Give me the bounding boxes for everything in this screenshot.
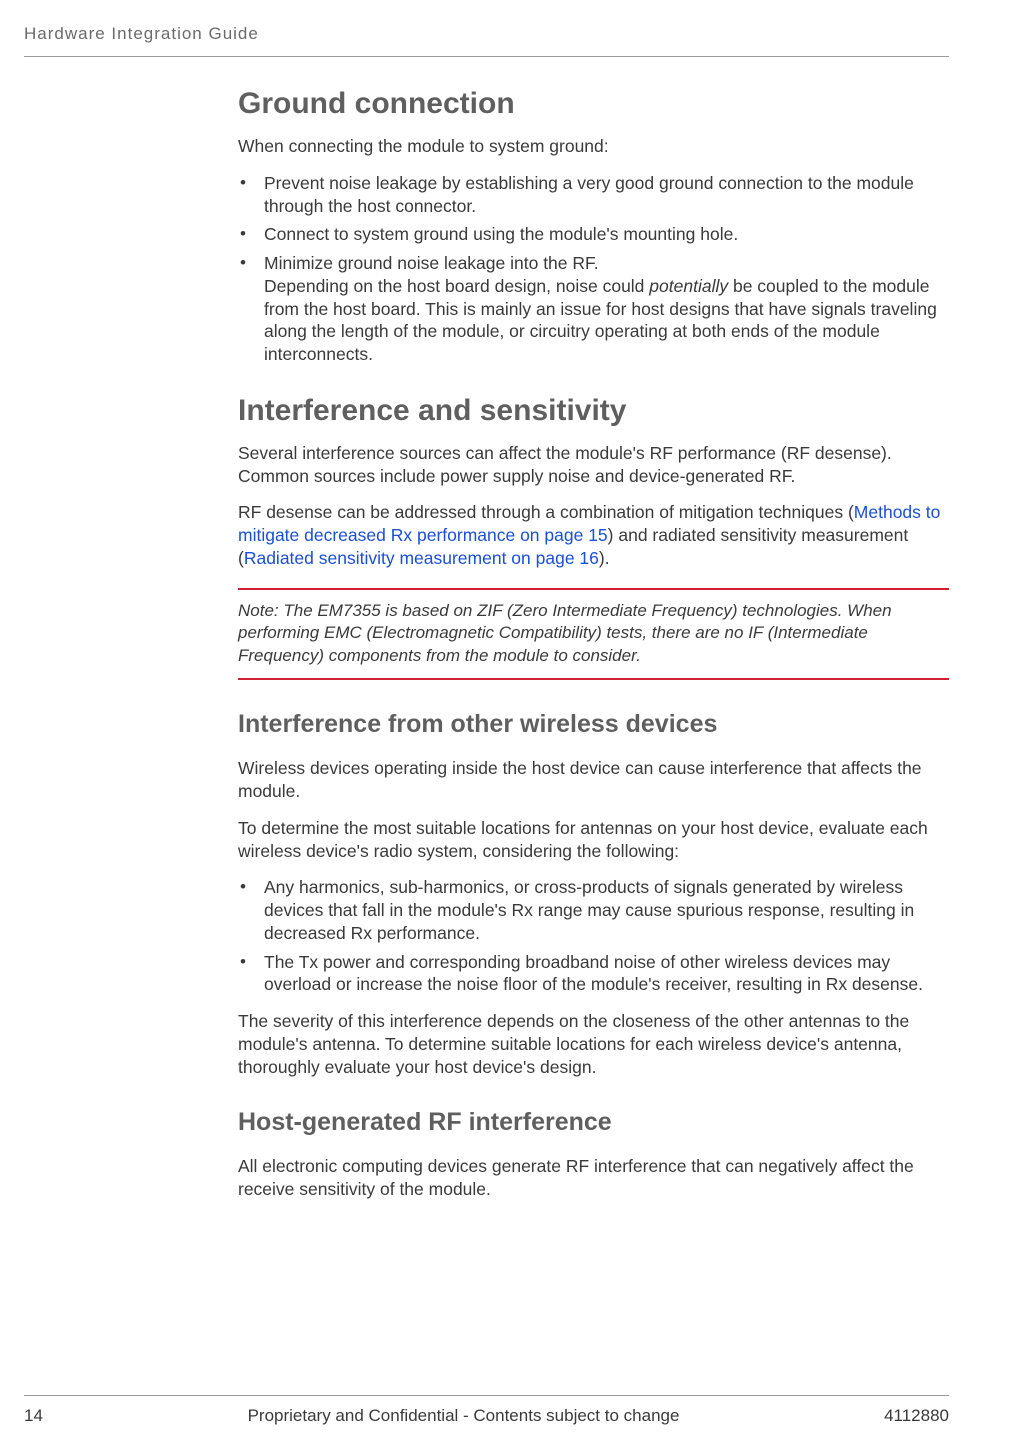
other-wireless-p3: The severity of this interference depend… xyxy=(238,1010,949,1078)
interference-p1: Several interference sources can affect … xyxy=(238,442,949,488)
text-span: ). xyxy=(599,548,610,568)
note-text: Note: The EM7355 is based on ZIF (Zero I… xyxy=(238,600,949,669)
footer-row: 14 Proprietary and Confidential - Conten… xyxy=(24,1406,949,1426)
heading-ground-connection: Ground connection xyxy=(238,87,949,121)
header-title: Hardware Integration Guide xyxy=(24,24,949,44)
footer-center: Proprietary and Confidential - Contents … xyxy=(248,1406,680,1426)
footer-rule xyxy=(24,1395,949,1396)
page: Hardware Integration Guide Ground connec… xyxy=(0,0,1011,1446)
list-item: Minimize ground noise leakage into the R… xyxy=(238,252,949,366)
page-number: 14 xyxy=(24,1406,43,1426)
footer: 14 Proprietary and Confidential - Conten… xyxy=(24,1395,949,1426)
ground-intro: When connecting the module to system gro… xyxy=(238,135,949,158)
other-wireless-bullets: Any harmonics, sub-harmonics, or cross-p… xyxy=(238,876,949,996)
list-item: The Tx power and corresponding broadband… xyxy=(238,951,949,997)
heading-interference-sensitivity: Interference and sensitivity xyxy=(238,394,949,428)
list-item: Any harmonics, sub-harmonics, or cross-p… xyxy=(238,876,949,944)
note-box: Note: The EM7355 is based on ZIF (Zero I… xyxy=(238,588,949,681)
footer-right: 4112880 xyxy=(884,1406,949,1426)
other-wireless-p2: To determine the most suitable locations… xyxy=(238,817,949,863)
ground-bullets: Prevent noise leakage by establishing a … xyxy=(238,172,949,366)
list-item: Prevent noise leakage by establishing a … xyxy=(238,172,949,218)
text-span: RF desense can be addressed through a co… xyxy=(238,502,854,522)
other-wireless-p1: Wireless devices operating inside the ho… xyxy=(238,757,949,803)
heading-host-rf: Host-generated RF interference xyxy=(238,1108,949,1137)
header-rule xyxy=(24,56,949,57)
heading-other-wireless: Interference from other wireless devices xyxy=(238,710,949,739)
list-item: Connect to system ground using the modul… xyxy=(238,223,949,246)
content-column: Ground connection When connecting the mo… xyxy=(238,87,949,1201)
interference-p2: RF desense can be addressed through a co… xyxy=(238,501,949,569)
host-rf-p1: All electronic computing devices generat… xyxy=(238,1155,949,1201)
link-radiated-sensitivity[interactable]: Radiated sensitivity measurement on page… xyxy=(244,548,599,568)
